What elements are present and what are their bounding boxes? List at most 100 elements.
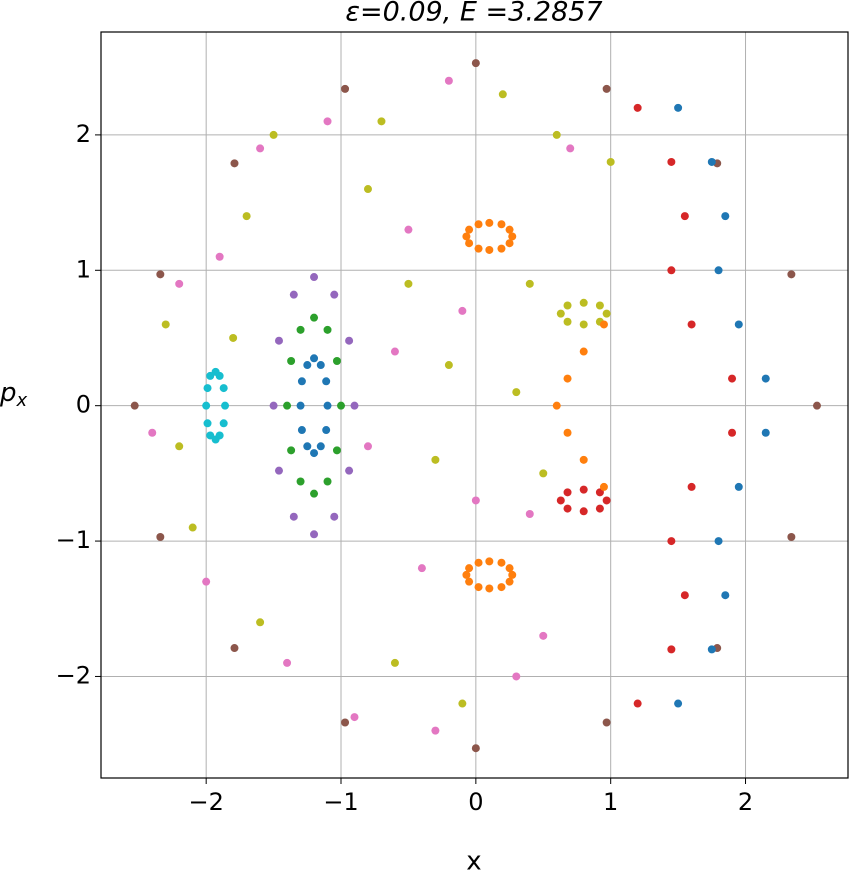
point	[148, 428, 157, 437]
point	[297, 426, 306, 435]
point	[310, 489, 319, 498]
point	[465, 225, 474, 234]
chart-title: ε=0.09, E =3.2857	[345, 0, 602, 28]
point	[330, 290, 339, 299]
x-tick-label: −1	[323, 788, 358, 816]
point	[539, 631, 548, 640]
point	[404, 279, 413, 288]
y-axis-label: px	[0, 378, 28, 412]
point	[728, 374, 737, 383]
point	[377, 117, 386, 126]
point	[474, 220, 483, 229]
point	[465, 577, 474, 586]
point	[680, 212, 689, 221]
point	[674, 103, 683, 112]
point	[566, 144, 575, 153]
x-tick-label: 1	[603, 788, 618, 816]
point	[363, 442, 372, 451]
point	[256, 144, 265, 153]
point	[332, 356, 341, 365]
point	[595, 301, 604, 310]
point	[563, 317, 572, 326]
point	[230, 159, 239, 168]
point	[633, 699, 642, 708]
point	[303, 361, 312, 370]
point	[350, 401, 359, 410]
point	[341, 84, 350, 93]
point	[497, 558, 506, 567]
point	[497, 244, 506, 253]
point	[525, 279, 534, 288]
point	[714, 266, 723, 275]
point	[363, 185, 372, 194]
point	[219, 384, 228, 393]
point	[707, 157, 716, 166]
point	[323, 401, 332, 410]
point	[130, 401, 139, 410]
point	[563, 428, 572, 437]
point	[474, 558, 483, 567]
point	[667, 266, 676, 275]
point	[274, 336, 283, 345]
point	[512, 388, 521, 397]
point	[230, 644, 239, 653]
point	[323, 325, 332, 334]
point	[310, 530, 319, 539]
point	[498, 90, 507, 99]
point	[508, 232, 517, 241]
x-axis-label: x	[466, 847, 481, 875]
point	[215, 431, 224, 440]
point	[303, 442, 312, 451]
point	[156, 270, 165, 279]
point	[219, 419, 228, 428]
point	[552, 401, 561, 410]
point	[579, 485, 588, 494]
point	[721, 591, 730, 600]
point	[667, 645, 676, 654]
point	[310, 313, 319, 322]
point	[465, 239, 474, 248]
point	[505, 564, 514, 573]
point	[203, 384, 212, 393]
point	[310, 273, 319, 282]
point	[345, 336, 354, 345]
point	[497, 220, 506, 229]
point	[332, 446, 341, 455]
point	[539, 469, 548, 478]
point	[345, 466, 354, 475]
point	[471, 744, 480, 753]
point	[485, 557, 494, 566]
point	[471, 496, 480, 505]
point	[269, 401, 278, 410]
point	[579, 507, 588, 516]
point	[497, 583, 506, 592]
point	[229, 333, 238, 342]
point	[787, 533, 796, 542]
point	[202, 577, 211, 586]
point	[674, 699, 683, 708]
point	[296, 401, 305, 410]
point	[175, 279, 184, 288]
point	[462, 570, 471, 579]
point	[474, 583, 483, 592]
y-tick-label: 1	[76, 255, 91, 283]
y-label-base: p	[0, 378, 17, 408]
point	[465, 564, 474, 573]
point	[599, 320, 608, 329]
point	[734, 320, 743, 329]
point	[444, 361, 453, 370]
point	[714, 537, 723, 546]
point	[296, 477, 305, 486]
point	[505, 225, 514, 234]
point	[687, 482, 696, 491]
point	[221, 401, 230, 410]
point	[728, 428, 737, 437]
point	[341, 718, 350, 727]
y-tick-label: −2	[56, 661, 91, 689]
point	[680, 591, 689, 600]
point	[444, 76, 453, 85]
point	[297, 377, 306, 386]
y-label-sub: x	[16, 390, 28, 411]
point	[316, 442, 325, 451]
